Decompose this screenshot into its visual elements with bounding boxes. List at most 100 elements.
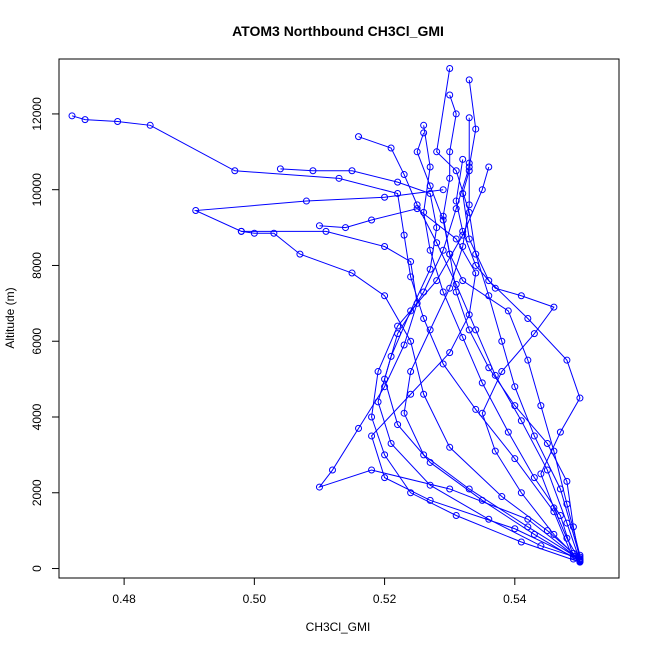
data-point bbox=[576, 394, 584, 402]
data-point bbox=[452, 110, 460, 118]
data-point bbox=[420, 390, 428, 398]
chart-title: ATOM3 Northbound CH3Cl_GMI bbox=[232, 23, 444, 39]
data-point bbox=[407, 337, 415, 345]
data-point bbox=[465, 76, 473, 84]
data-point bbox=[491, 447, 499, 455]
data-point bbox=[465, 114, 473, 122]
series-line bbox=[193, 189, 581, 561]
data-point bbox=[465, 326, 473, 334]
data-point bbox=[530, 330, 538, 338]
data-point bbox=[439, 288, 447, 296]
data-point bbox=[530, 474, 538, 482]
data-point bbox=[237, 227, 245, 235]
data-point bbox=[328, 466, 336, 474]
data-point bbox=[446, 91, 454, 99]
data-point bbox=[81, 116, 89, 124]
data-point bbox=[537, 402, 545, 410]
data-point bbox=[485, 163, 493, 171]
data-point bbox=[446, 485, 454, 493]
data-point bbox=[439, 246, 447, 254]
data-point bbox=[387, 440, 395, 448]
series-10 bbox=[276, 165, 584, 563]
data-point bbox=[452, 235, 460, 243]
data-point bbox=[446, 443, 454, 451]
data-point bbox=[478, 379, 486, 387]
data-point bbox=[439, 186, 447, 194]
data-point bbox=[511, 383, 519, 391]
data-point bbox=[465, 485, 473, 493]
data-point bbox=[498, 493, 506, 501]
data-point bbox=[498, 337, 506, 345]
data-point bbox=[407, 390, 415, 398]
x-axis: 0.48 0.50 0.52 0.54 bbox=[112, 577, 527, 606]
series-line bbox=[442, 94, 581, 562]
data-point bbox=[426, 265, 434, 273]
series-line bbox=[358, 136, 581, 562]
data-point bbox=[270, 229, 278, 237]
data-point bbox=[517, 489, 525, 497]
data-point bbox=[400, 231, 408, 239]
data-point bbox=[439, 212, 447, 220]
data-point bbox=[465, 311, 473, 319]
data-point bbox=[459, 243, 467, 251]
data-point bbox=[420, 208, 428, 216]
data-point bbox=[452, 205, 460, 213]
data-point bbox=[315, 483, 323, 491]
data-point bbox=[452, 288, 460, 296]
data-point bbox=[368, 432, 376, 440]
data-point bbox=[381, 383, 389, 391]
x-tick-label: 0.48 bbox=[112, 592, 136, 606]
data-point bbox=[374, 398, 382, 406]
data-point bbox=[322, 227, 330, 235]
x-axis-label: CH3Cl_GMI bbox=[306, 620, 371, 634]
series-13 bbox=[420, 121, 577, 560]
data-point bbox=[276, 165, 284, 173]
data-point bbox=[465, 201, 473, 209]
data-point bbox=[537, 542, 545, 550]
data-point bbox=[426, 163, 434, 171]
x-tick-label: 0.52 bbox=[373, 592, 397, 606]
data-point bbox=[556, 428, 564, 436]
series-layer bbox=[68, 64, 584, 566]
data-point bbox=[368, 413, 376, 421]
data-point bbox=[550, 530, 558, 538]
data-point bbox=[550, 303, 558, 311]
data-point bbox=[368, 466, 376, 474]
data-point bbox=[420, 121, 428, 129]
data-point bbox=[446, 250, 454, 258]
data-point bbox=[407, 307, 415, 315]
data-point bbox=[472, 125, 480, 133]
data-point bbox=[576, 555, 584, 563]
data-point bbox=[459, 155, 467, 163]
data-point bbox=[387, 144, 395, 152]
data-point bbox=[433, 148, 441, 156]
data-point bbox=[491, 284, 499, 292]
data-point bbox=[485, 364, 493, 372]
data-point bbox=[530, 432, 538, 440]
data-point bbox=[407, 258, 415, 266]
data-point bbox=[511, 525, 519, 533]
data-point bbox=[543, 440, 551, 448]
data-point bbox=[381, 243, 389, 251]
series-line bbox=[280, 168, 581, 560]
data-point bbox=[563, 477, 571, 485]
data-point bbox=[478, 409, 486, 417]
data-point bbox=[550, 504, 558, 512]
series-7 bbox=[368, 163, 584, 566]
data-point bbox=[342, 224, 350, 232]
data-point bbox=[452, 167, 460, 175]
data-point bbox=[459, 277, 467, 285]
x-tick-label: 0.50 bbox=[243, 592, 267, 606]
data-point bbox=[446, 64, 454, 72]
data-point bbox=[446, 148, 454, 156]
series-12 bbox=[315, 205, 584, 564]
data-point bbox=[472, 261, 480, 269]
data-point bbox=[446, 174, 454, 182]
data-point bbox=[472, 326, 480, 334]
data-point bbox=[426, 189, 434, 197]
data-point bbox=[459, 333, 467, 341]
data-point bbox=[504, 307, 512, 315]
series-line bbox=[403, 117, 581, 560]
data-point bbox=[439, 360, 447, 368]
